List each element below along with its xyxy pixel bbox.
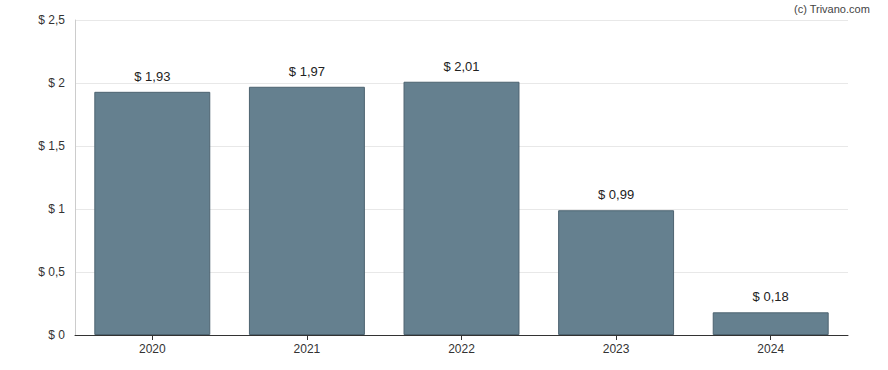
svg-text:$ 2,01: $ 2,01 bbox=[443, 59, 479, 74]
svg-text:$ 0,18: $ 0,18 bbox=[753, 289, 789, 304]
svg-text:2020: 2020 bbox=[139, 342, 166, 356]
svg-text:$ 1,93: $ 1,93 bbox=[134, 69, 170, 84]
svg-text:2021: 2021 bbox=[294, 342, 321, 356]
svg-text:$ 0,5: $ 0,5 bbox=[38, 265, 65, 279]
svg-text:2022: 2022 bbox=[448, 342, 475, 356]
svg-text:2024: 2024 bbox=[757, 342, 784, 356]
svg-text:$ 0,99: $ 0,99 bbox=[598, 187, 634, 202]
svg-text:(c) Trivano.com: (c) Trivano.com bbox=[794, 3, 870, 15]
svg-text:$ 1,97: $ 1,97 bbox=[289, 64, 325, 79]
svg-text:2023: 2023 bbox=[603, 342, 630, 356]
svg-text:$ 1: $ 1 bbox=[48, 202, 65, 216]
svg-text:$ 2,5: $ 2,5 bbox=[38, 13, 65, 27]
svg-text:$ 0: $ 0 bbox=[48, 328, 65, 342]
svg-text:$ 1,5: $ 1,5 bbox=[38, 139, 65, 153]
svg-text:$ 2: $ 2 bbox=[48, 76, 65, 90]
